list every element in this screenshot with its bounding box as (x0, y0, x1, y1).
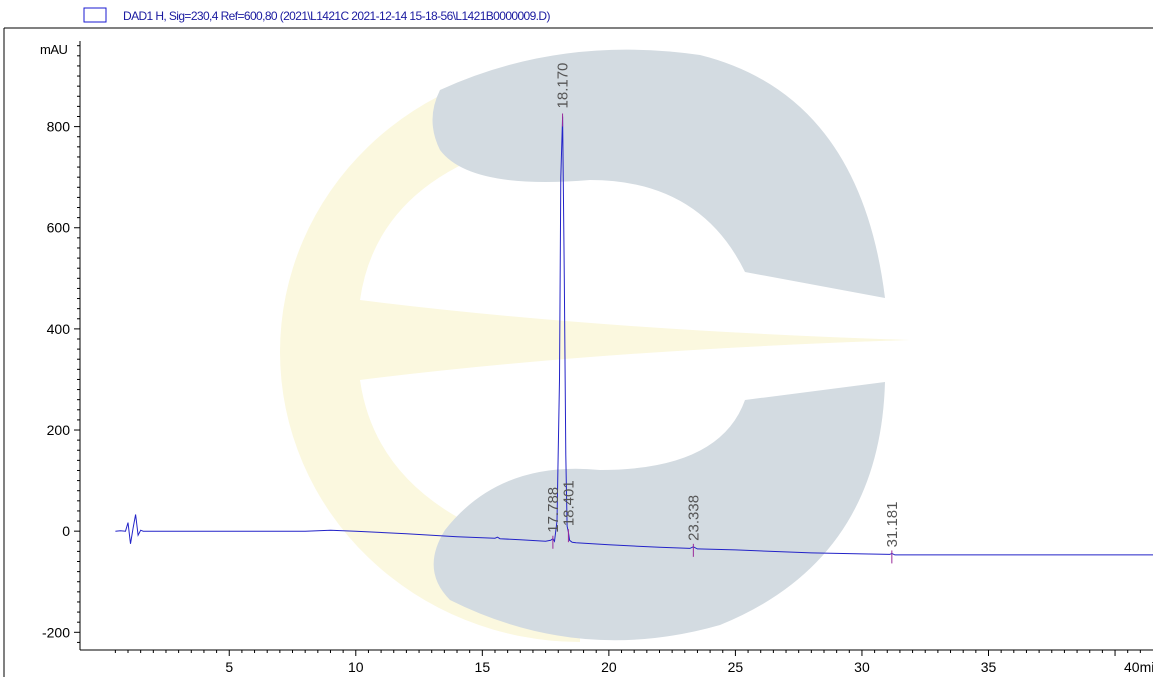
x-tick-label: 5 (225, 659, 233, 675)
peak-annotations: 17.788 18.170 18.401 23.338 31.181 (545, 63, 901, 564)
y-tick-label: -200 (42, 624, 70, 640)
x-tick-label: 25 (728, 659, 744, 675)
peak-label: 18.170 (555, 63, 572, 109)
legend-label: DAD1 H, Sig=230,4 Ref=600,80 (2021\L1421… (123, 9, 550, 23)
watermark-gray-top-arc (432, 49, 885, 299)
y-tick-label: 0 (62, 523, 70, 539)
x-tick-label: 30 (854, 659, 870, 675)
watermark-gray-bottom-arc (433, 382, 885, 641)
x-axis-ticks: 5 10 15 20 25 30 35 (114, 650, 1141, 675)
x-tick-label: 20 (601, 659, 617, 675)
x-axis-unit-partial: 40mi (1124, 659, 1153, 675)
peak-label: 31.181 (884, 502, 901, 548)
peak-label: 23.338 (685, 495, 702, 541)
y-tick-label: 400 (47, 321, 71, 337)
chromatogram-trace (115, 116, 1153, 556)
x-tick-label: 10 (348, 659, 364, 675)
legend-swatch (83, 7, 107, 23)
y-axis-ticks: -200 0 200 400 600 800 (42, 45, 80, 643)
x-tick-label: 15 (475, 659, 491, 675)
x-tick-label: 35 (981, 659, 997, 675)
peak-label: 17.788 (545, 487, 562, 533)
y-tick-label: 600 (47, 220, 71, 236)
peak-label: 18.401 (560, 480, 577, 526)
watermark-yellow-shape (280, 62, 910, 642)
y-tick-label: 200 (47, 422, 71, 438)
y-tick-label: 800 (47, 119, 71, 135)
watermark-logo (280, 49, 910, 642)
y-axis-unit-label: mAU (40, 42, 68, 57)
legend: DAD1 H, Sig=230,4 Ref=600,80 (2021\L1421… (83, 7, 551, 23)
